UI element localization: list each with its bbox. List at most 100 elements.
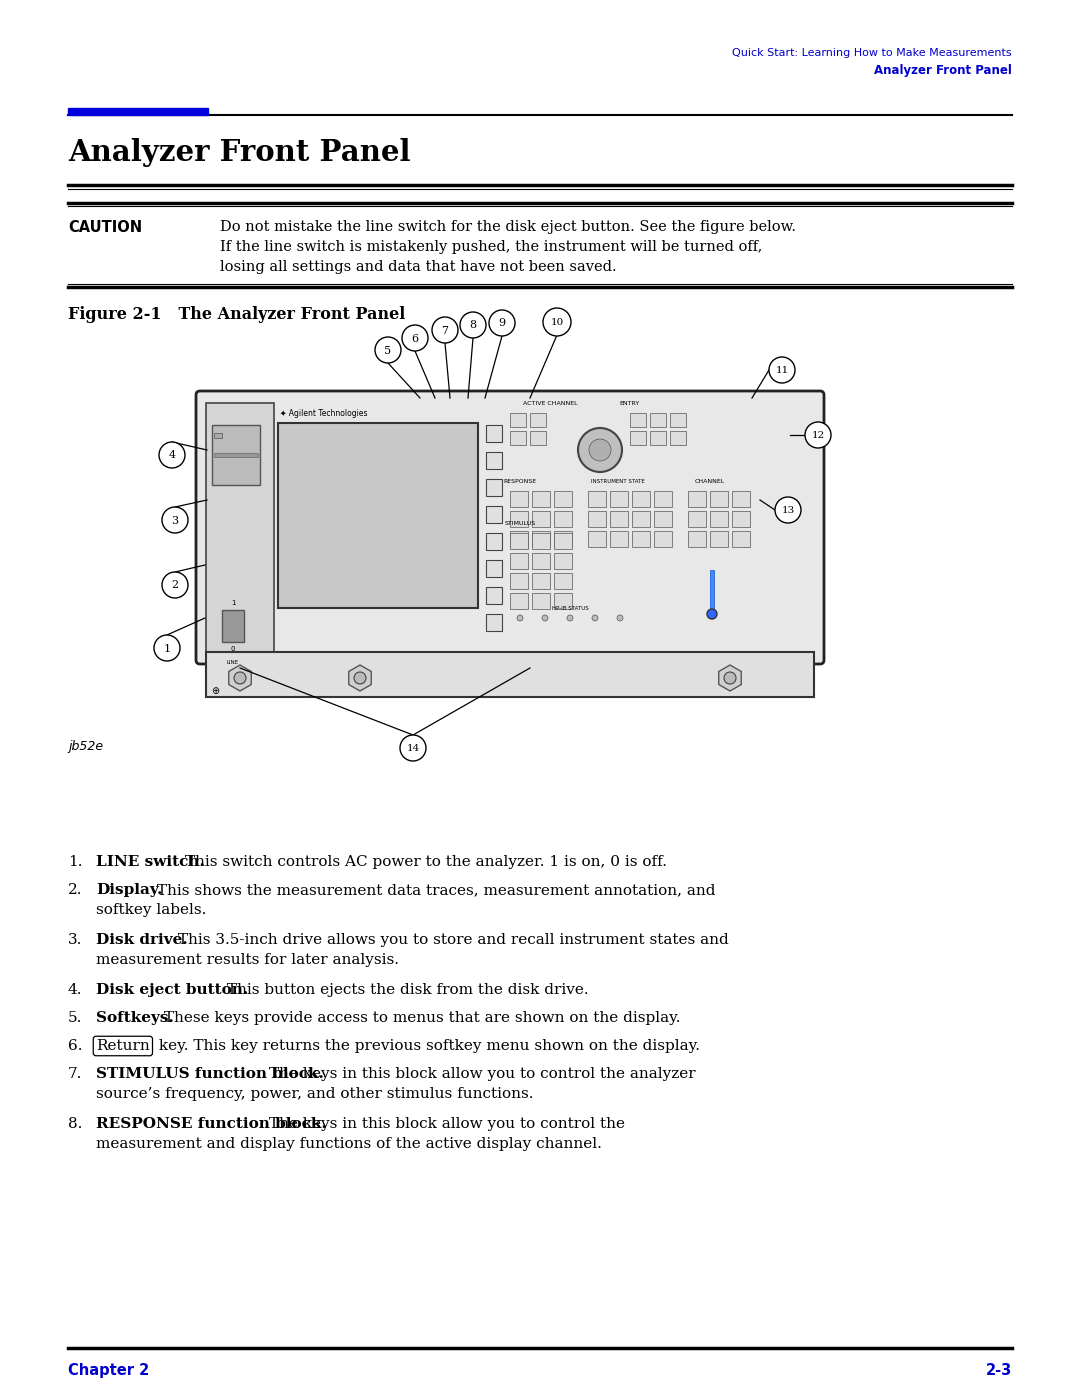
Text: 2: 2 — [172, 581, 178, 591]
Text: STIMULUS function block.: STIMULUS function block. — [96, 1067, 324, 1081]
Bar — [278, 423, 478, 608]
Circle shape — [489, 310, 515, 337]
Text: CHANNEL: CHANNEL — [694, 479, 725, 483]
Text: HP-IB STATUS: HP-IB STATUS — [552, 606, 589, 610]
Circle shape — [400, 735, 426, 761]
Bar — [732, 531, 750, 548]
Bar — [630, 414, 646, 427]
Text: jb52e: jb52e — [68, 740, 103, 753]
Bar — [532, 573, 550, 590]
Bar — [486, 615, 502, 631]
Text: 14: 14 — [406, 745, 420, 753]
Text: ACTIVE CHANNEL: ACTIVE CHANNEL — [523, 401, 578, 407]
Bar — [670, 414, 686, 427]
Bar — [510, 573, 528, 590]
Bar — [486, 425, 502, 441]
Text: Analyzer Front Panel: Analyzer Front Panel — [68, 138, 410, 168]
Bar — [650, 432, 666, 446]
Bar — [554, 511, 572, 527]
Bar — [510, 490, 528, 507]
Bar — [632, 490, 650, 507]
Text: RESPONSE function block.: RESPONSE function block. — [96, 1118, 327, 1132]
Text: 4.: 4. — [68, 983, 82, 997]
Bar — [732, 490, 750, 507]
Bar — [654, 511, 672, 527]
Circle shape — [162, 571, 188, 598]
Circle shape — [543, 307, 571, 337]
Bar — [206, 652, 814, 697]
Text: 7.: 7. — [68, 1067, 82, 1081]
Text: 1.: 1. — [68, 855, 82, 869]
Text: 12: 12 — [811, 432, 825, 440]
Bar — [710, 511, 728, 527]
Circle shape — [234, 672, 246, 685]
Text: losing all settings and data that have not been saved.: losing all settings and data that have n… — [220, 260, 617, 274]
Bar — [486, 479, 502, 496]
Circle shape — [432, 317, 458, 344]
Text: measurement results for later analysis.: measurement results for later analysis. — [96, 953, 399, 967]
Text: INSTRUMENT STATE: INSTRUMENT STATE — [591, 479, 645, 483]
Text: STIMULUS: STIMULUS — [504, 521, 536, 527]
Text: 2.: 2. — [68, 883, 82, 897]
Bar — [630, 432, 646, 446]
Text: measurement and display functions of the active display channel.: measurement and display functions of the… — [96, 1137, 602, 1151]
Text: Figure 2-1   The Analyzer Front Panel: Figure 2-1 The Analyzer Front Panel — [68, 306, 405, 323]
Bar — [532, 511, 550, 527]
Bar — [510, 592, 528, 609]
Text: Return: Return — [96, 1039, 150, 1053]
Circle shape — [375, 337, 401, 363]
Text: 8.: 8. — [68, 1118, 82, 1132]
Text: 11: 11 — [775, 366, 788, 374]
Bar — [688, 490, 706, 507]
Bar — [610, 531, 627, 548]
Text: This shows the measurement data traces, measurement annotation, and: This shows the measurement data traces, … — [152, 883, 715, 897]
Bar — [688, 511, 706, 527]
Text: Display.: Display. — [96, 883, 162, 897]
Bar — [510, 414, 526, 427]
Text: 13: 13 — [781, 506, 795, 515]
Text: Chapter 2: Chapter 2 — [68, 1363, 149, 1377]
Bar — [510, 511, 528, 527]
Bar — [510, 432, 526, 446]
Text: RESPONSE: RESPONSE — [503, 479, 537, 483]
Circle shape — [805, 422, 831, 448]
Bar — [632, 511, 650, 527]
Circle shape — [567, 615, 573, 622]
Text: 2-3: 2-3 — [986, 1363, 1012, 1377]
Bar — [554, 592, 572, 609]
Text: The keys in this block allow you to control the: The keys in this block allow you to cont… — [264, 1118, 625, 1132]
Bar — [588, 490, 606, 507]
Text: ENTRY: ENTRY — [620, 401, 640, 407]
Text: If the line switch is mistakenly pushed, the instrument will be turned off,: If the line switch is mistakenly pushed,… — [220, 240, 762, 254]
Text: key. This key returns the previous softkey menu shown on the display.: key. This key returns the previous softk… — [154, 1039, 700, 1053]
Circle shape — [154, 636, 180, 661]
Text: CAUTION: CAUTION — [68, 219, 143, 235]
Text: 1: 1 — [163, 644, 171, 654]
Circle shape — [578, 427, 622, 472]
Text: The keys in this block allow you to control the analyzer: The keys in this block allow you to cont… — [264, 1067, 696, 1081]
Text: 6: 6 — [411, 334, 419, 344]
Circle shape — [354, 672, 366, 685]
Bar — [486, 587, 502, 604]
Circle shape — [460, 312, 486, 338]
Bar — [222, 610, 244, 643]
Bar — [510, 553, 528, 569]
Text: ⊕: ⊕ — [211, 686, 219, 696]
Text: LINE switch.: LINE switch. — [96, 855, 205, 869]
Text: LINE: LINE — [227, 659, 239, 665]
Bar — [486, 453, 502, 469]
Bar — [212, 425, 260, 485]
Bar — [530, 432, 546, 446]
Bar — [510, 531, 528, 548]
Text: This button ejects the disk from the disk drive.: This button ejects the disk from the dis… — [222, 983, 589, 997]
Bar — [554, 573, 572, 590]
Bar — [530, 414, 546, 427]
Circle shape — [589, 439, 611, 461]
Text: 9: 9 — [499, 319, 505, 328]
Bar — [710, 531, 728, 548]
Circle shape — [402, 326, 428, 351]
Bar — [214, 453, 258, 457]
Text: This 3.5-inch drive allows you to store and recall instrument states and: This 3.5-inch drive allows you to store … — [173, 933, 729, 947]
Bar — [732, 511, 750, 527]
Circle shape — [517, 615, 523, 622]
